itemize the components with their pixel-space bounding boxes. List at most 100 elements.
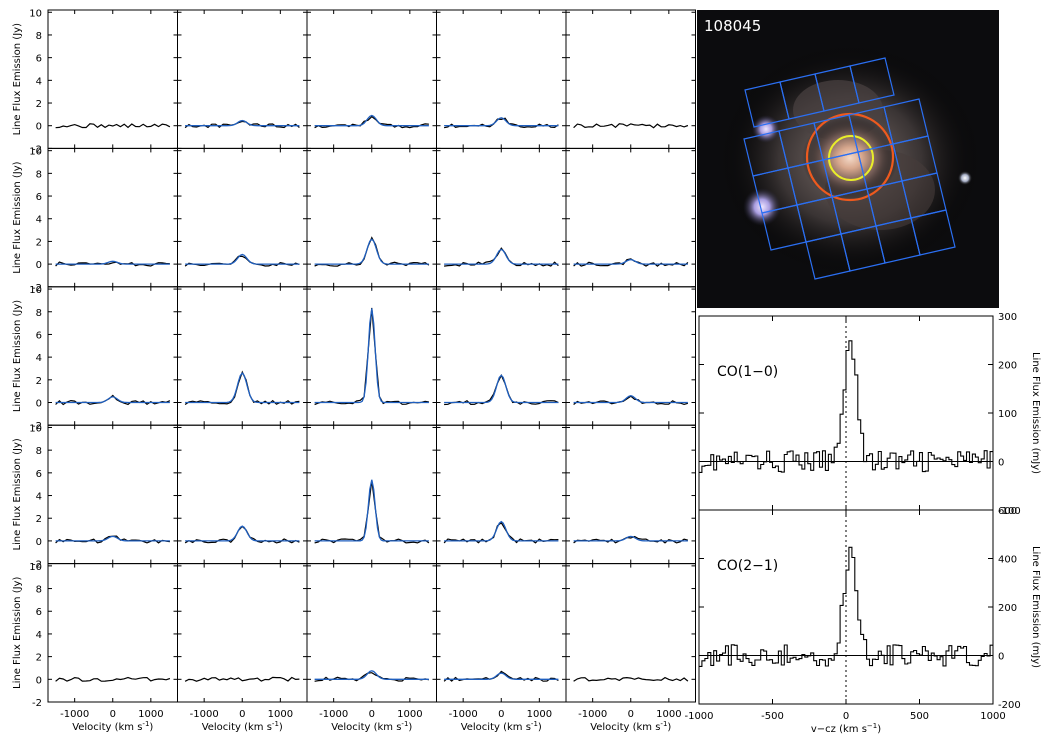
y-tick-label: 4: [36, 353, 42, 364]
x-axis-label: v−cz (km s−1): [811, 722, 881, 735]
panel-frame: [307, 564, 437, 702]
x-tick-label: -1000: [190, 709, 219, 720]
y-tick-label: 0: [998, 652, 1004, 663]
y-tick-label: 200: [998, 361, 1017, 372]
spectrum-panel: -1000 0 1000Velocity (km s-1): [307, 564, 437, 733]
spectrum-data-line: [315, 673, 429, 682]
y-tick-label: 4: [36, 492, 42, 503]
y-tick-label: 10: [29, 285, 42, 296]
spectrum-data-line: [444, 523, 558, 543]
spectrum-panel: -2 0 2 4 6 8 10 Line Flux Emission (Jy): [12, 423, 178, 570]
y-tick-label: 6: [36, 607, 42, 618]
spectrum-panel: [437, 148, 567, 286]
co-spectra: -1000 100 200 300 CO(1−0) Line Flux Emission …: [684, 312, 1041, 735]
y-tick-label: 6: [36, 54, 42, 65]
y-tick-label: 300: [998, 312, 1017, 323]
spectrum-panel: [178, 148, 308, 286]
x-tick-label: 0: [498, 709, 504, 720]
panel-frame: [566, 148, 696, 286]
panel-frame: [178, 425, 308, 563]
y-tick-label: 400: [998, 555, 1017, 566]
x-tick-label: 1000: [138, 709, 163, 720]
y-tick-label: 100: [998, 409, 1017, 420]
panel-frame: [566, 287, 696, 425]
co-line-label: CO(1−0): [717, 364, 778, 380]
panel-frame: [48, 148, 178, 286]
y-tick-label: 600: [998, 506, 1017, 517]
spectrum-panel: [307, 287, 437, 425]
y-axis-label: Line Flux Emission (mJy): [1030, 546, 1041, 668]
spectrum-panel: [178, 287, 308, 425]
spectrum-data-line: [56, 124, 170, 128]
x-tick-label: 0: [239, 709, 245, 720]
panel-frame: [178, 10, 308, 148]
x-tick-label: 0: [369, 709, 375, 720]
spectrum-panel: [178, 425, 308, 563]
x-tick-label: -1000: [60, 709, 89, 720]
spectrum-model-line: [444, 673, 558, 679]
x-axis-label: Velocity (km s-1): [590, 720, 671, 733]
x-tick-label: 1000: [397, 709, 422, 720]
spectrum-model-line: [185, 373, 299, 403]
y-tick-label: 4: [36, 76, 42, 87]
y-tick-label: -200: [998, 700, 1021, 711]
y-tick-label: 6: [36, 469, 42, 480]
y-tick-label: 10: [29, 423, 42, 434]
x-axis-label: Velocity (km s-1): [202, 720, 283, 733]
spectrum-data-line: [185, 121, 299, 127]
x-tick-label: 0: [628, 709, 634, 720]
co-panel: -1000100200300CO(1−0) Line Flux Emission …: [699, 312, 1041, 517]
y-tick-label: 0: [36, 260, 42, 271]
spectrum-panel: [437, 425, 567, 563]
y-tick-label: 0: [36, 537, 42, 548]
y-tick-label: 2: [36, 237, 42, 248]
y-tick-label: 2: [36, 514, 42, 525]
y-axis-label: Line Flux Emission (mJy): [1030, 352, 1041, 474]
panel-frame: [437, 425, 567, 563]
spectrum-data-line: [315, 308, 429, 405]
y-tick-label: 2: [36, 376, 42, 387]
x-axis-label: Velocity (km s-1): [331, 720, 412, 733]
y-axis-label: Line Flux Emission (Jy): [12, 577, 23, 689]
y-tick-label: 8: [36, 308, 42, 319]
x-tick-label: 0: [110, 709, 116, 720]
spectrum-model-line: [315, 308, 429, 402]
spectrum-data-line: [574, 396, 688, 404]
spectrum-data-line: [574, 124, 688, 128]
spectrum-data-line: [315, 480, 429, 543]
y-tick-label: -2: [32, 698, 42, 709]
spectrum-data-line: [56, 678, 170, 682]
spectrum-data-line: [315, 238, 429, 267]
x-tick-label: -1000: [319, 709, 348, 720]
y-tick-label: 200: [998, 603, 1017, 614]
y-tick-label: 0: [36, 122, 42, 133]
y-tick-label: 8: [36, 31, 42, 42]
y-tick-label: 10: [29, 8, 42, 19]
spectrum-panel: [307, 425, 437, 563]
galaxy-id-label: 108045: [704, 17, 761, 35]
x-tick-label: 1000: [268, 709, 293, 720]
panel-frame: [437, 287, 567, 425]
x-tick-label: 1000: [656, 709, 681, 720]
y-tick-label: 4: [36, 630, 42, 641]
x-tick-label: -500: [761, 711, 784, 722]
x-axis-label: Velocity (km s-1): [461, 720, 542, 733]
x-tick-label: 0: [843, 711, 849, 722]
spectrum-panel: -2 0 2 4 6 8 10 Line Flux Emission (Jy) -1000 0 10…: [12, 562, 178, 733]
y-axis-label: Line Flux Emission (Jy): [12, 23, 23, 135]
spectrum-model-line: [315, 480, 429, 541]
panel-frame: [566, 564, 696, 702]
x-tick-label: -1000: [684, 711, 713, 722]
panel-frame: [307, 287, 437, 425]
spectrum-data-line: [574, 537, 688, 543]
y-tick-label: 10: [29, 562, 42, 573]
spectrum-data-line: [444, 375, 558, 404]
spectrum-panel: [178, 10, 308, 148]
spectrum-panel: [566, 287, 696, 425]
spectrum-panel: [437, 287, 567, 425]
spectrum-data-line: [185, 372, 299, 404]
y-tick-label: 4: [36, 215, 42, 226]
spectrum-model-line: [444, 249, 558, 264]
